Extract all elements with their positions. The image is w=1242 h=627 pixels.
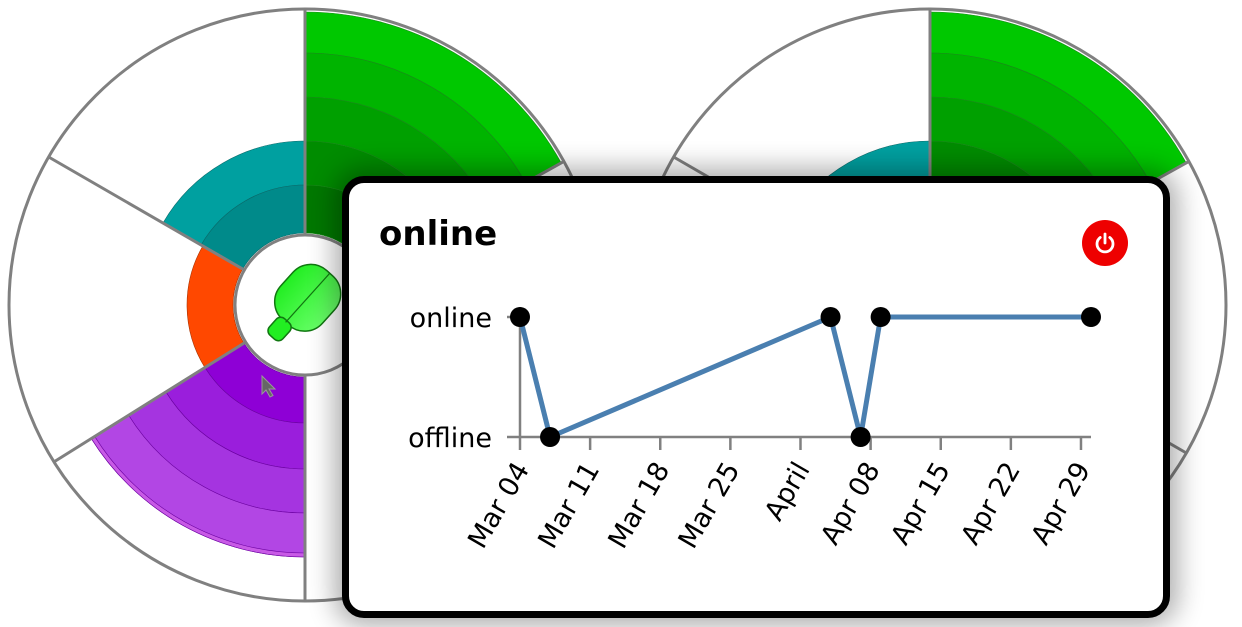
cursor-icon bbox=[261, 374, 277, 398]
data-point bbox=[540, 427, 561, 447]
card-title: online bbox=[379, 214, 498, 254]
wheel-divider bbox=[47, 155, 246, 272]
data-point bbox=[820, 307, 841, 327]
wheel-divider bbox=[53, 340, 247, 464]
data-point bbox=[870, 307, 891, 327]
plug-icon bbox=[267, 263, 342, 342]
x-tick-label: Apr 15 bbox=[885, 457, 957, 550]
y-tick-label: offline bbox=[408, 423, 492, 454]
x-tick-label: Mar 18 bbox=[603, 457, 677, 554]
x-tick-label: Mar 11 bbox=[532, 457, 606, 554]
power-icon bbox=[1095, 232, 1115, 254]
x-tick-label: Apr 08 bbox=[815, 457, 887, 550]
status-card: online offline online Mar 04 Mar 11 Mar 18 Ma… bbox=[342, 176, 1170, 618]
data-point bbox=[510, 307, 530, 327]
x-tick-label: Mar 04 bbox=[462, 457, 536, 554]
data-point bbox=[1081, 307, 1101, 327]
x-tick-label: Apr 29 bbox=[1025, 457, 1097, 550]
series-line bbox=[517, 314, 1091, 440]
power-button[interactable] bbox=[1082, 220, 1128, 266]
x-tick-label: Mar 25 bbox=[673, 457, 747, 554]
y-tick-label: online bbox=[410, 303, 492, 334]
x-tick-label: April bbox=[759, 457, 817, 526]
data-point bbox=[850, 427, 871, 447]
x-tick-label: Apr 22 bbox=[955, 457, 1027, 550]
